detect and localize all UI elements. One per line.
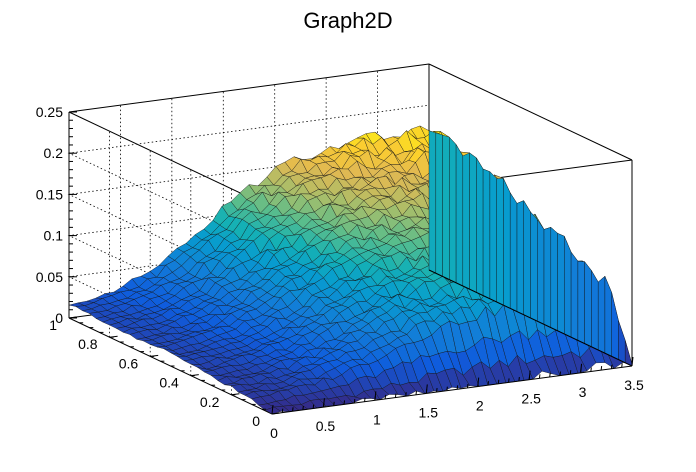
surface-side-cell bbox=[503, 178, 511, 309]
x-tick-label: 3 bbox=[579, 384, 587, 400]
x-tick bbox=[271, 404, 274, 415]
surface-side-cell bbox=[428, 130, 437, 274]
x-minor-tick bbox=[600, 366, 603, 371]
z-tick-label: 0.2 bbox=[44, 145, 64, 161]
x-tick-label: 1 bbox=[373, 411, 381, 427]
x-minor-tick bbox=[590, 367, 592, 372]
frame-edge bbox=[428, 269, 633, 367]
y-tick-label: 1 bbox=[49, 317, 57, 333]
chart-title: Graph2D bbox=[303, 8, 392, 33]
y-tick-label: 0.4 bbox=[159, 375, 179, 391]
x-minor-tick bbox=[322, 403, 325, 408]
surface-side-cell bbox=[570, 251, 579, 341]
surface-side-cell bbox=[469, 152, 477, 293]
surface-side-cell bbox=[442, 134, 450, 280]
x-tick-label: 1.5 bbox=[419, 404, 439, 420]
x-minor-tick bbox=[302, 405, 304, 410]
axes: 0 0.05 0.1 0.15 0.2 0.25 0 0.5 1 1.5 2 2.5 3 3.5 0 0.2 0… bbox=[36, 104, 644, 441]
y-tick-label: 0.8 bbox=[78, 336, 98, 352]
y-tick bbox=[68, 316, 78, 319]
frame-edge bbox=[68, 63, 430, 113]
x-minor-tick bbox=[621, 363, 623, 368]
x-minor-tick bbox=[456, 385, 459, 390]
surface-side-cell bbox=[476, 157, 484, 296]
x-minor-tick bbox=[518, 377, 520, 382]
surface-side-cell bbox=[604, 276, 612, 357]
x-tick-label: 3.5 bbox=[624, 377, 644, 393]
frame-front bbox=[271, 160, 633, 415]
x-tick-label: 2.5 bbox=[521, 391, 541, 407]
y-tick-label: 0.2 bbox=[200, 394, 220, 410]
surface-side-cell bbox=[530, 211, 538, 322]
surface-side-cell bbox=[523, 199, 531, 319]
surface-side-cell bbox=[482, 168, 491, 300]
y-tick-label: 0.6 bbox=[119, 355, 139, 371]
x-minor-tick bbox=[528, 375, 531, 380]
x-minor-tick bbox=[487, 381, 489, 386]
surface-side-cell bbox=[455, 143, 464, 287]
x-minor-tick bbox=[610, 364, 613, 369]
surface-mesh bbox=[68, 125, 633, 415]
z-tick-label: 0.1 bbox=[44, 228, 64, 244]
x-minor-tick bbox=[415, 390, 417, 395]
x-tick bbox=[631, 356, 634, 367]
surface-side-cell bbox=[557, 232, 565, 335]
frame-edge bbox=[68, 111, 273, 209]
surface-side-cell bbox=[543, 226, 552, 328]
x-minor-tick bbox=[394, 393, 397, 398]
x-minor-tick bbox=[549, 372, 551, 378]
surface-side-cell bbox=[597, 275, 606, 354]
surface-side-cell bbox=[449, 136, 457, 284]
x-tick-label: 2 bbox=[476, 398, 484, 414]
x-minor-tick bbox=[353, 398, 356, 404]
y-tick bbox=[271, 412, 281, 415]
x-minor-tick bbox=[292, 407, 294, 412]
x-minor-tick bbox=[497, 379, 500, 384]
x-minor-tick bbox=[333, 401, 335, 406]
x-minor-tick bbox=[343, 400, 345, 405]
x-minor-tick bbox=[508, 378, 510, 383]
surface-side-cell bbox=[496, 178, 504, 306]
x-minor-tick bbox=[281, 408, 284, 413]
surface-side-cell bbox=[611, 292, 619, 360]
x-minor-tick bbox=[425, 389, 428, 394]
surface-side-cell bbox=[550, 226, 558, 332]
x-minor-tick bbox=[312, 404, 315, 409]
z-tick-label: 0.15 bbox=[36, 186, 63, 202]
x-minor-tick bbox=[405, 392, 407, 397]
x-minor-tick bbox=[559, 371, 561, 376]
surface-side-cell bbox=[509, 192, 518, 312]
surface-side-cell bbox=[584, 261, 592, 348]
surface-side-cell bbox=[591, 269, 599, 351]
x-minor-tick bbox=[477, 382, 479, 387]
x-minor-tick bbox=[446, 386, 448, 391]
frame-edge bbox=[428, 63, 633, 161]
surface-side-cell bbox=[489, 171, 497, 303]
surface-side-cell bbox=[435, 132, 443, 277]
surface-side-cell bbox=[462, 152, 470, 290]
z-tick-label: 0.25 bbox=[36, 104, 63, 120]
x-minor-tick bbox=[384, 394, 387, 399]
surface-side-cell bbox=[577, 260, 585, 344]
surface-side-cell bbox=[624, 340, 633, 367]
surface-side-cell bbox=[564, 236, 572, 338]
x-minor-tick bbox=[580, 368, 582, 373]
y-tick-label: 0 bbox=[252, 413, 260, 429]
frame-edge bbox=[271, 365, 633, 415]
surface-side-cell bbox=[516, 200, 524, 316]
z-tick-label: 0 bbox=[55, 310, 63, 326]
z-tick-label: 0.05 bbox=[36, 269, 63, 285]
x-minor-tick bbox=[466, 383, 469, 389]
x-tick-label: 0 bbox=[270, 425, 278, 441]
surface-side-cell bbox=[618, 320, 626, 364]
x-minor-tick bbox=[569, 370, 572, 375]
surface-side-cell bbox=[537, 218, 545, 325]
x-minor-tick bbox=[436, 387, 438, 393]
x-minor-tick bbox=[364, 397, 366, 402]
x-minor-tick bbox=[538, 374, 541, 379]
x-tick-label: 0.5 bbox=[316, 418, 336, 434]
x-minor-tick bbox=[374, 396, 376, 401]
